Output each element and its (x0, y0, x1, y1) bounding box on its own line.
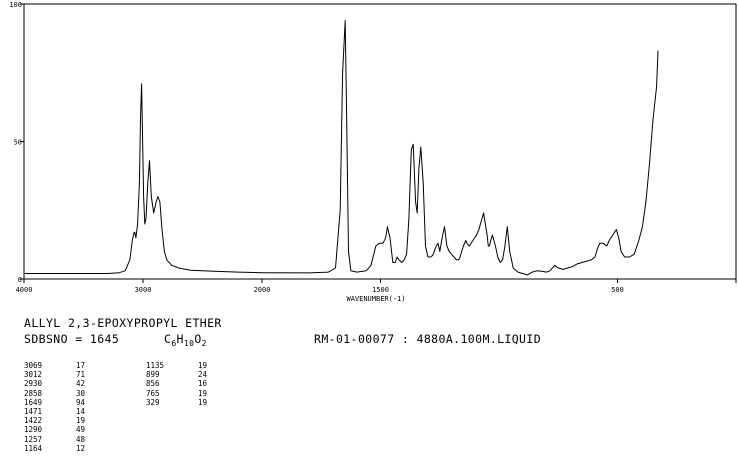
peak-row: 1135 19 (146, 361, 226, 370)
peak-transmittance: 48 (76, 434, 86, 444)
peak-table-column-1: 3069 17 3012 71 2930 42 2858 30 1649 94 1471 14 1422… (24, 361, 104, 453)
peak-transmittance: 19 (76, 416, 86, 426)
compound-name: ALLYL 2,3-EPOXYPROPYL ETHER (24, 316, 222, 330)
formula-o-count: 2 (201, 339, 207, 348)
peak-wavenumber: 1164 (24, 443, 43, 453)
peak-wavenumber: 2930 (24, 379, 43, 389)
molecular-formula: C6H10O2 (164, 332, 207, 348)
peak-row: 1649 94 (24, 398, 104, 407)
formula-o: O (194, 332, 202, 346)
peak-wavenumber: 3012 (24, 370, 43, 380)
peak-transmittance: 42 (76, 379, 86, 389)
peak-wavenumber: 856 (146, 379, 160, 389)
chart-axes (23, 3, 737, 280)
peak-wavenumber: 1135 (146, 361, 165, 370)
peak-transmittance: 71 (76, 370, 86, 380)
y-tick-label: 100 (9, 1, 22, 9)
y-tick-label: 50 (14, 139, 22, 147)
peak-wavenumber: 1649 (24, 397, 43, 407)
peak-transmittance: 19 (198, 388, 208, 398)
peak-wavenumber: 1422 (24, 416, 43, 426)
x-tick-label: 3000 (135, 286, 152, 294)
peak-transmittance: 19 (198, 397, 208, 407)
peak-row: 1290 49 (24, 425, 104, 434)
peak-wavenumber: 1471 (24, 406, 43, 416)
peak-wavenumber: 1257 (24, 434, 43, 444)
peak-wavenumber: 3069 (24, 361, 43, 370)
peak-transmittance: 94 (76, 397, 86, 407)
chart-series (24, 20, 659, 276)
peak-transmittance: 14 (76, 406, 86, 416)
peak-row: 3012 71 (24, 370, 104, 379)
peak-table-column-2: 1135 19 899 24 856 16 765 19 329 19 (146, 361, 226, 407)
peak-row: 1422 19 (24, 416, 104, 425)
peak-wavenumber: 765 (146, 388, 160, 398)
sample-info: RM-01-00077 : 4880A.100M.LIQUID (314, 332, 542, 346)
peak-wavenumber: 2858 (24, 388, 43, 398)
peak-row: 2858 30 (24, 389, 104, 398)
peak-transmittance: 17 (76, 361, 86, 370)
x-tick-label: 2000 (254, 286, 271, 294)
formula-c: C (164, 332, 172, 346)
peak-transmittance: 12 (76, 443, 86, 453)
x-tick-label: 4000 (16, 286, 33, 294)
formula-c-count: 6 (171, 339, 177, 348)
peak-transmittance: 49 (76, 425, 86, 435)
sdbs-number: SDBSNO = 1645 (24, 332, 120, 346)
chart-ticks: 4000 3000 2000 1500 500 0 50 100 (9, 1, 737, 294)
peak-row: 856 16 (146, 379, 226, 388)
peak-row: 899 24 (146, 370, 226, 379)
formula-h-count: 10 (183, 339, 195, 348)
peak-transmittance: 30 (76, 388, 86, 398)
peak-wavenumber: 329 (146, 397, 160, 407)
spectrum-line-0 (24, 20, 659, 276)
peak-transmittance: 24 (198, 370, 208, 380)
peak-row: 3069 17 (24, 361, 104, 370)
y-tick-label: 0 (18, 276, 22, 284)
x-axis-label: WAVENUMBER(-1) (346, 295, 405, 303)
peak-transmittance: 19 (198, 361, 208, 370)
peak-wavenumber: 899 (146, 370, 160, 380)
peak-row: 2930 42 (24, 379, 104, 388)
peak-row: 765 19 (146, 389, 226, 398)
plot-frame (23, 3, 737, 280)
x-tick-label: 1500 (372, 286, 389, 294)
peak-row: 1164 12 (24, 444, 104, 453)
peak-transmittance: 16 (198, 379, 208, 389)
peak-row: 1257 48 (24, 435, 104, 444)
peak-wavenumber: 1290 (24, 425, 43, 435)
x-tick-label: 500 (611, 286, 624, 294)
peak-row: 1471 14 (24, 407, 104, 416)
formula-h: H (176, 332, 184, 346)
peak-row: 329 19 (146, 398, 226, 407)
ir-spectrum-chart: 4000 3000 2000 1500 500 0 50 100 WAVENUMBER(-1) (9, 1, 737, 303)
